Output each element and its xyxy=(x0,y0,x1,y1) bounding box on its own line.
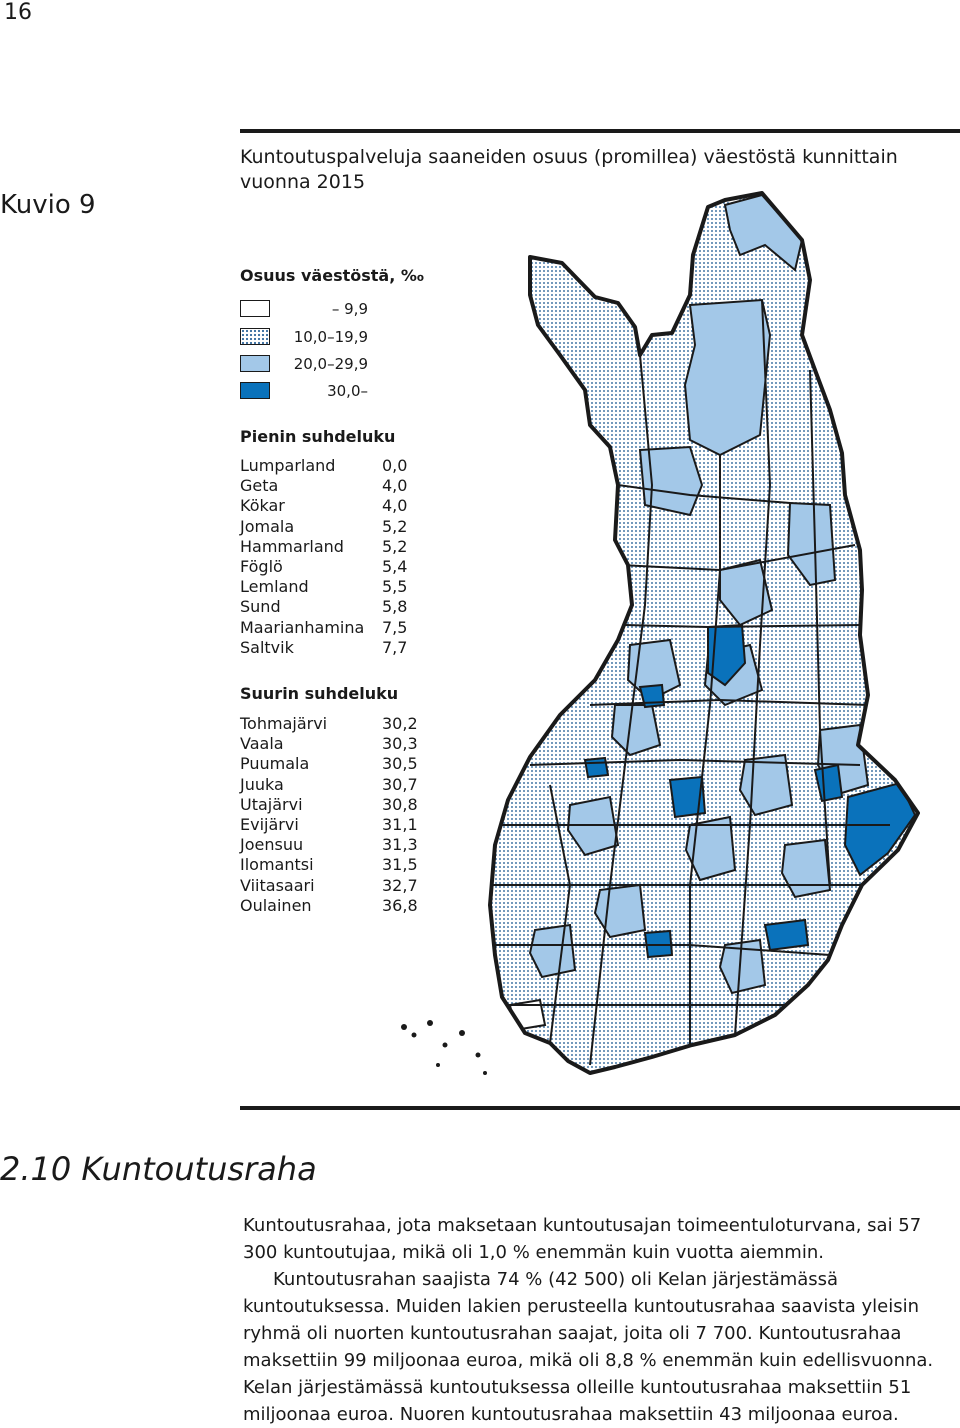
municipality-fills xyxy=(490,193,918,1073)
municipality-name: Jomala xyxy=(240,516,295,536)
municipality-name: Utajärvi xyxy=(240,794,303,814)
legend-swatch-class-3 xyxy=(240,355,270,372)
municipality-name: Tohmajärvi xyxy=(240,714,328,733)
municipality-value: 4,0 xyxy=(382,496,408,516)
paragraph: Kuntoutusrahan saajista 74 % (42 500) ol… xyxy=(243,1269,934,1425)
municipality-name: Maarianhamina xyxy=(240,617,365,637)
municipality-name: Evijärvi xyxy=(240,814,299,834)
figure-label: Kuvio 9 xyxy=(0,190,96,220)
page-number: 16 xyxy=(4,0,32,25)
aland-islands xyxy=(401,1020,487,1075)
legend-label-class-1: – 9,9 xyxy=(331,300,368,318)
municipality-value: 30,3 xyxy=(382,734,418,754)
municipality-value: 31,1 xyxy=(382,814,418,834)
municipality-value: 0,0 xyxy=(382,456,408,475)
finland-outline xyxy=(488,191,920,1075)
finland-map-svg xyxy=(401,191,920,1075)
legend-swatch-class-1 xyxy=(240,300,270,317)
municipality-name: Kökar xyxy=(240,496,285,516)
section-title: 2.10 Kuntoutusraha xyxy=(0,1150,317,1188)
municipality-value: 36,8 xyxy=(382,895,418,915)
municipality-name: Sund xyxy=(240,597,281,617)
municipality-name: Viitasaari xyxy=(240,875,315,895)
municipality-name: Joensuu xyxy=(240,835,304,855)
legend-title: Osuus väestöstä, ‰ xyxy=(240,266,424,285)
municipality-value: 5,4 xyxy=(382,556,408,576)
largest-heading: Suurin suhdeluku xyxy=(240,684,399,703)
body-text: Kuntoutusrahaa, jota maksetaan kuntoutus… xyxy=(243,1212,960,1428)
figure-title: Kuntoutuspalveluja saaneiden osuus (prom… xyxy=(240,146,898,193)
municipality-value: 5,2 xyxy=(382,516,408,536)
legend-label-class-3: 20,0–29,9 xyxy=(293,355,368,373)
municipality-name: Juuka xyxy=(240,774,284,794)
legend-swatch-class-4 xyxy=(240,382,270,399)
municipality-value: 31,5 xyxy=(382,855,418,875)
municipality-value: 30,5 xyxy=(382,754,418,774)
municipality-name: Puumala xyxy=(240,754,310,774)
municipality-name: Lumparland xyxy=(240,456,336,475)
top-rule xyxy=(240,129,960,133)
finland-map xyxy=(390,185,960,1085)
municipality-value: 31,3 xyxy=(382,835,418,855)
municipality-name: Oulainen xyxy=(240,895,312,915)
legend-swatch-class-2 xyxy=(240,328,270,345)
municipality-value: 30,8 xyxy=(382,794,418,814)
municipality-name: Ilomantsi xyxy=(240,855,314,875)
municipality-value: 30,7 xyxy=(382,774,418,794)
municipality-value: 4,0 xyxy=(382,476,408,496)
municipality-name: Föglö xyxy=(240,556,283,576)
municipality-value: 5,5 xyxy=(382,577,408,597)
legend-label-class-4: 30,0– xyxy=(327,382,368,400)
municipality-value: 5,2 xyxy=(382,536,408,556)
smallest-heading: Pienin suhdeluku xyxy=(240,427,396,446)
municipality-name: Vaala xyxy=(240,734,284,754)
municipality-name: Saltvik xyxy=(240,637,294,657)
municipality-name: Lemland xyxy=(240,577,309,597)
municipality-name: Hammarland xyxy=(240,536,344,556)
paragraph: Kuntoutusrahaa, jota maksetaan kuntoutus… xyxy=(243,1215,922,1263)
municipality-value: 32,7 xyxy=(382,875,418,895)
municipality-value: 7,5 xyxy=(382,617,408,637)
municipality-value: 7,7 xyxy=(382,637,408,657)
municipality-name: Geta xyxy=(240,476,279,496)
bottom-rule xyxy=(240,1106,960,1110)
municipality-value: 5,8 xyxy=(382,597,408,617)
municipality-value: 30,2 xyxy=(382,714,418,733)
legend-label-class-2: 10,0–19,9 xyxy=(293,328,368,346)
